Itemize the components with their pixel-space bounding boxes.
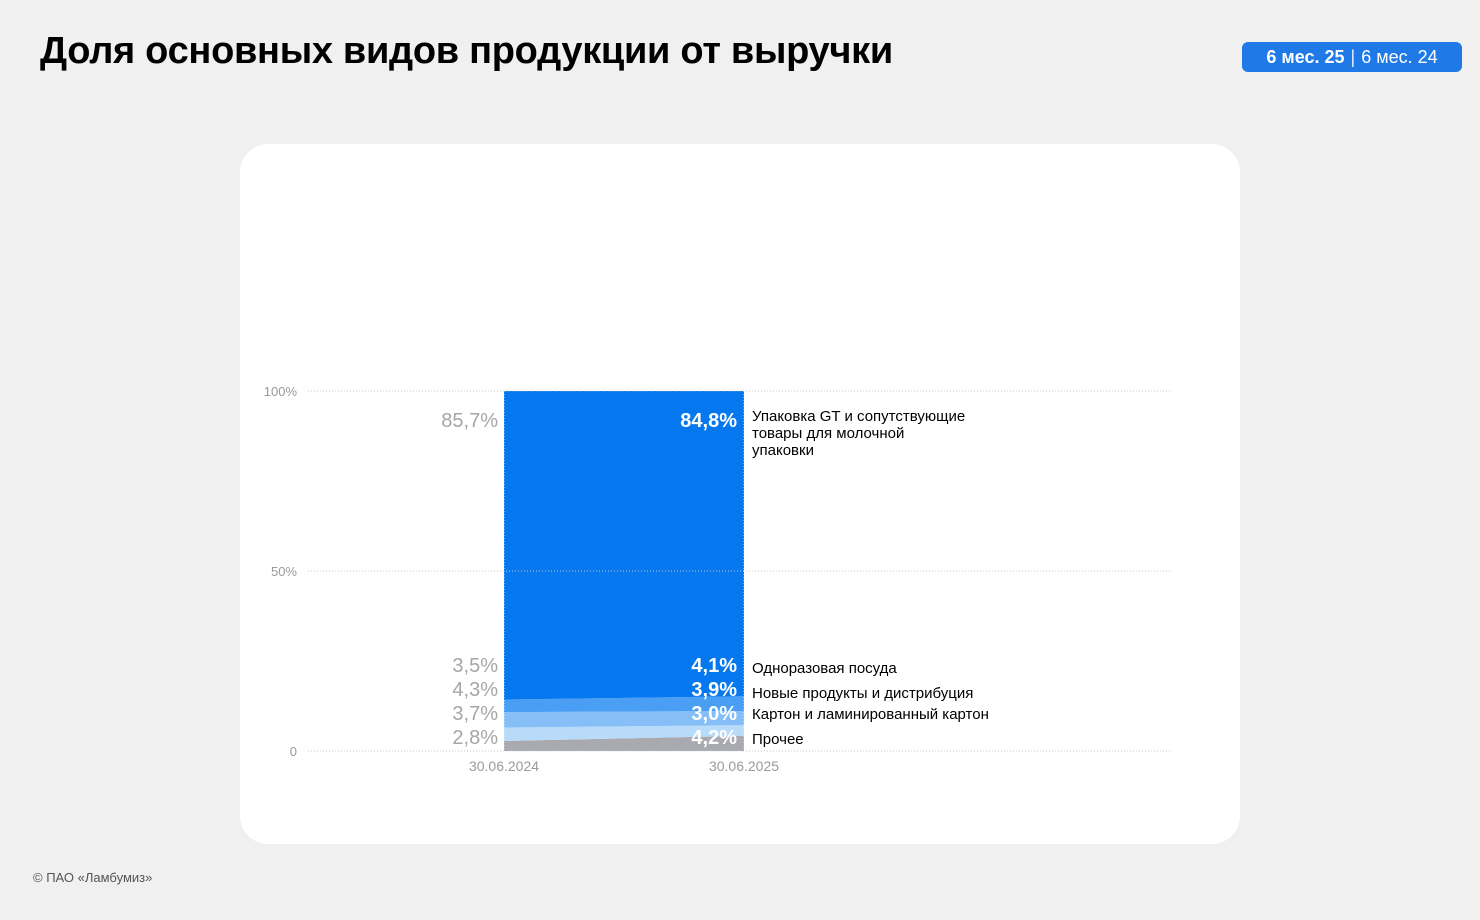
area-series-1 — [504, 725, 744, 741]
legend-label-3: Одноразовая посуда — [752, 660, 897, 677]
x-tick-label-0: 30.06.2024 — [469, 758, 539, 774]
period-switcher[interactable]: 6 мес. 25 | 6 мес. 24 — [1242, 42, 1462, 72]
value-label-left-2: 4,3% — [452, 679, 498, 701]
period-6m-25[interactable]: 6 мес. 25 — [1266, 46, 1345, 67]
stacked-area-chart: 100% 50% 0 30.06.2024 30.06.2025 85,7% 84,8% Уп… — [264, 384, 1172, 774]
page-title: Доля основных видов продукции от выручки — [40, 30, 893, 72]
value-label-left-main: 85,7% — [441, 410, 498, 432]
value-label-right-1: 3,0% — [691, 703, 737, 725]
y-tick-label-2: 0 — [290, 744, 297, 759]
value-label-right-0: 4,2% — [691, 727, 737, 749]
legend-label-1: Картон и ламинированный картон — [752, 706, 989, 723]
y-tick-label-1: 50% — [271, 564, 297, 579]
y-tick-label-0: 100% — [264, 384, 298, 399]
period-separator: | — [1350, 46, 1356, 67]
area-series-0 — [504, 735, 744, 751]
period-6m-24[interactable]: 6 мес. 24 — [1361, 46, 1438, 67]
legend-label-main: Упаковка GT и сопутствующие товары для мо… — [752, 408, 965, 459]
value-label-right-main: 84,8% — [680, 410, 737, 432]
copyright: © ПАО «Ламбумиз» — [33, 870, 153, 885]
area-series-3 — [504, 696, 744, 713]
chart-card: 100% 50% 0 30.06.2024 30.06.2025 85,7% 84,8% Уп… — [240, 144, 1240, 844]
value-label-left-3: 3,5% — [452, 655, 498, 677]
value-label-left-0: 2,8% — [452, 727, 498, 749]
legend-label-0: Прочее — [752, 731, 804, 748]
legend-label-2: Новые продукты и дистрибуция — [752, 685, 973, 702]
area-series-2 — [504, 711, 744, 728]
value-label-left-1: 3,7% — [452, 703, 498, 725]
value-label-right-3: 4,1% — [691, 655, 737, 677]
area-series-4 — [504, 391, 744, 700]
x-tick-label-1: 30.06.2025 — [709, 758, 779, 774]
value-label-right-2: 3,9% — [691, 679, 737, 701]
